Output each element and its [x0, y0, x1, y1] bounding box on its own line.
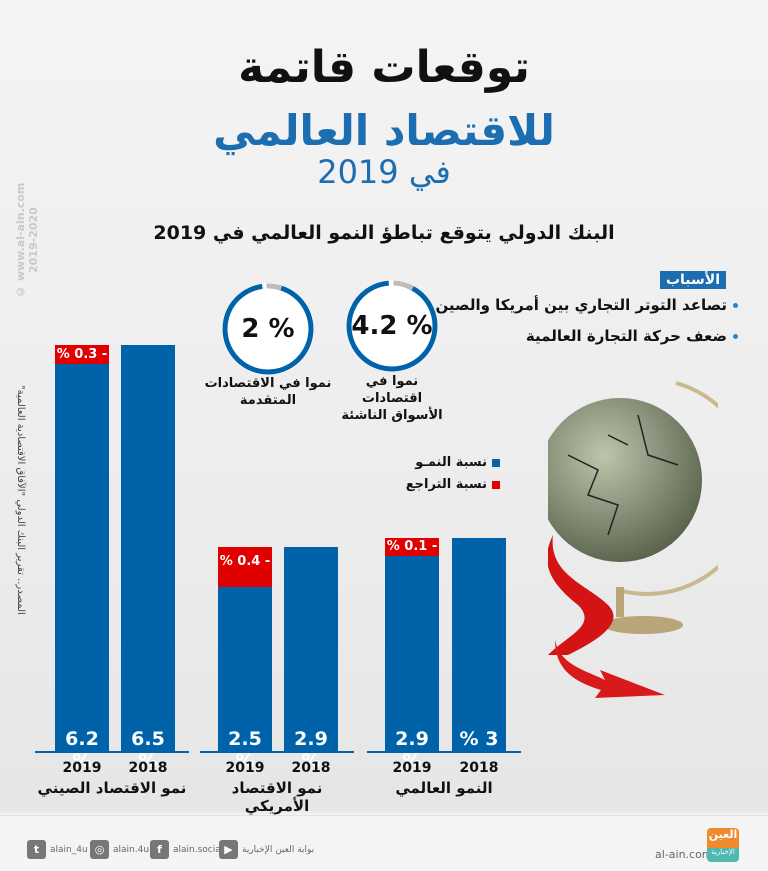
- ring-label: نموا في اقتصادات الأسواق الناشئة: [341, 374, 443, 423]
- bullet-icon: [733, 302, 738, 308]
- legend-decline: نسبة التراجع: [406, 477, 500, 492]
- baseline: [200, 751, 354, 753]
- reason-item: ضعف حركة التجارة العالمية: [526, 327, 738, 345]
- group-label-world: النمو العالمي: [395, 779, 493, 797]
- bar-usa-2018: [284, 547, 338, 751]
- year-label: 2019: [62, 760, 102, 776]
- emerging-markets-ring: 4.2 %: [346, 280, 438, 372]
- al-ain-logo: العين الإخبارية: [707, 828, 739, 862]
- bullet-icon: [733, 333, 738, 339]
- reason-item: تصاعد التوتر التجاري بين أمريكا والصين: [435, 296, 738, 314]
- legend-swatch-icon: [492, 458, 500, 467]
- advanced-economies-ring: 2 %: [222, 283, 314, 375]
- youtube-icon: ▶: [219, 840, 238, 859]
- site-url[interactable]: al-ain.com: [655, 848, 713, 861]
- twitter-link[interactable]: t alain_4u: [27, 840, 88, 859]
- year-label: 2018: [291, 760, 331, 776]
- youtube-link[interactable]: ▶ بوابة العين الإخبارية: [219, 840, 314, 859]
- subtitle: البنك الدولي يتوقع تباطؤ النمو العالمي ف…: [153, 222, 615, 244]
- legend-swatch-icon: [492, 480, 500, 489]
- source-note: المصدر.. تقرير البنك الدولي "الآفاق الاق…: [15, 385, 26, 615]
- bar-value: 2.5 %: [228, 728, 262, 772]
- main-title: توقعات قاتمة: [238, 42, 530, 93]
- bar-china-decline: - 0.3 %: [55, 345, 109, 364]
- bar-value: 2.9 %: [294, 728, 328, 772]
- reasons-heading: الأسباب: [659, 271, 726, 289]
- ring-value: 2 %: [241, 314, 295, 344]
- legend-growth: نسبة النمـو: [415, 455, 500, 470]
- main-title-line2: للاقتصاد العالمي: [213, 106, 555, 155]
- ring-value: 4.2 %: [351, 311, 433, 341]
- bar-china-2019: [55, 345, 109, 751]
- year-label: 2018: [128, 760, 168, 776]
- group-label-usa: نمو الاقتصاد الأمريكي: [231, 779, 323, 815]
- bar-value: 6.5 %: [131, 728, 165, 772]
- bar-value: 3 %: [459, 728, 499, 750]
- watermark: © www.al-ain.com 2019-2020: [14, 182, 40, 298]
- facebook-link[interactable]: f alain.social: [150, 840, 223, 859]
- instagram-icon: ◎: [90, 840, 109, 859]
- footer-divider: [0, 815, 768, 816]
- progress-ring-icon: [222, 283, 314, 375]
- year-label: 2019: [392, 760, 432, 776]
- red-arrow-icon: [555, 640, 675, 710]
- bar-value: 2.9 %: [395, 728, 429, 772]
- year-label: 2019: [225, 760, 265, 776]
- bar-world-2019: [385, 538, 439, 751]
- main-title-year: في 2019: [317, 153, 451, 191]
- year-label: 2018: [459, 760, 499, 776]
- facebook-icon: f: [150, 840, 169, 859]
- group-label-china: نمو الاقتصاد الصيني: [37, 779, 187, 797]
- instagram-link[interactable]: ◎ alain.4u: [90, 840, 149, 859]
- twitter-icon: t: [27, 840, 46, 859]
- progress-ring-icon: [346, 280, 438, 372]
- bar-china-2018: [121, 345, 175, 751]
- bar-world-decline: - 0.1 %: [385, 538, 439, 556]
- baseline: [35, 751, 189, 753]
- bar-world-2018: [452, 538, 506, 751]
- baseline: [367, 751, 521, 753]
- bar-value: 6.2 %: [65, 728, 99, 772]
- bar-usa-decline: - 0.4 %: [218, 547, 272, 587]
- ring-label: نموا في الاقتصادات المتقدمة: [204, 376, 332, 408]
- globe-illustration: [538, 375, 757, 655]
